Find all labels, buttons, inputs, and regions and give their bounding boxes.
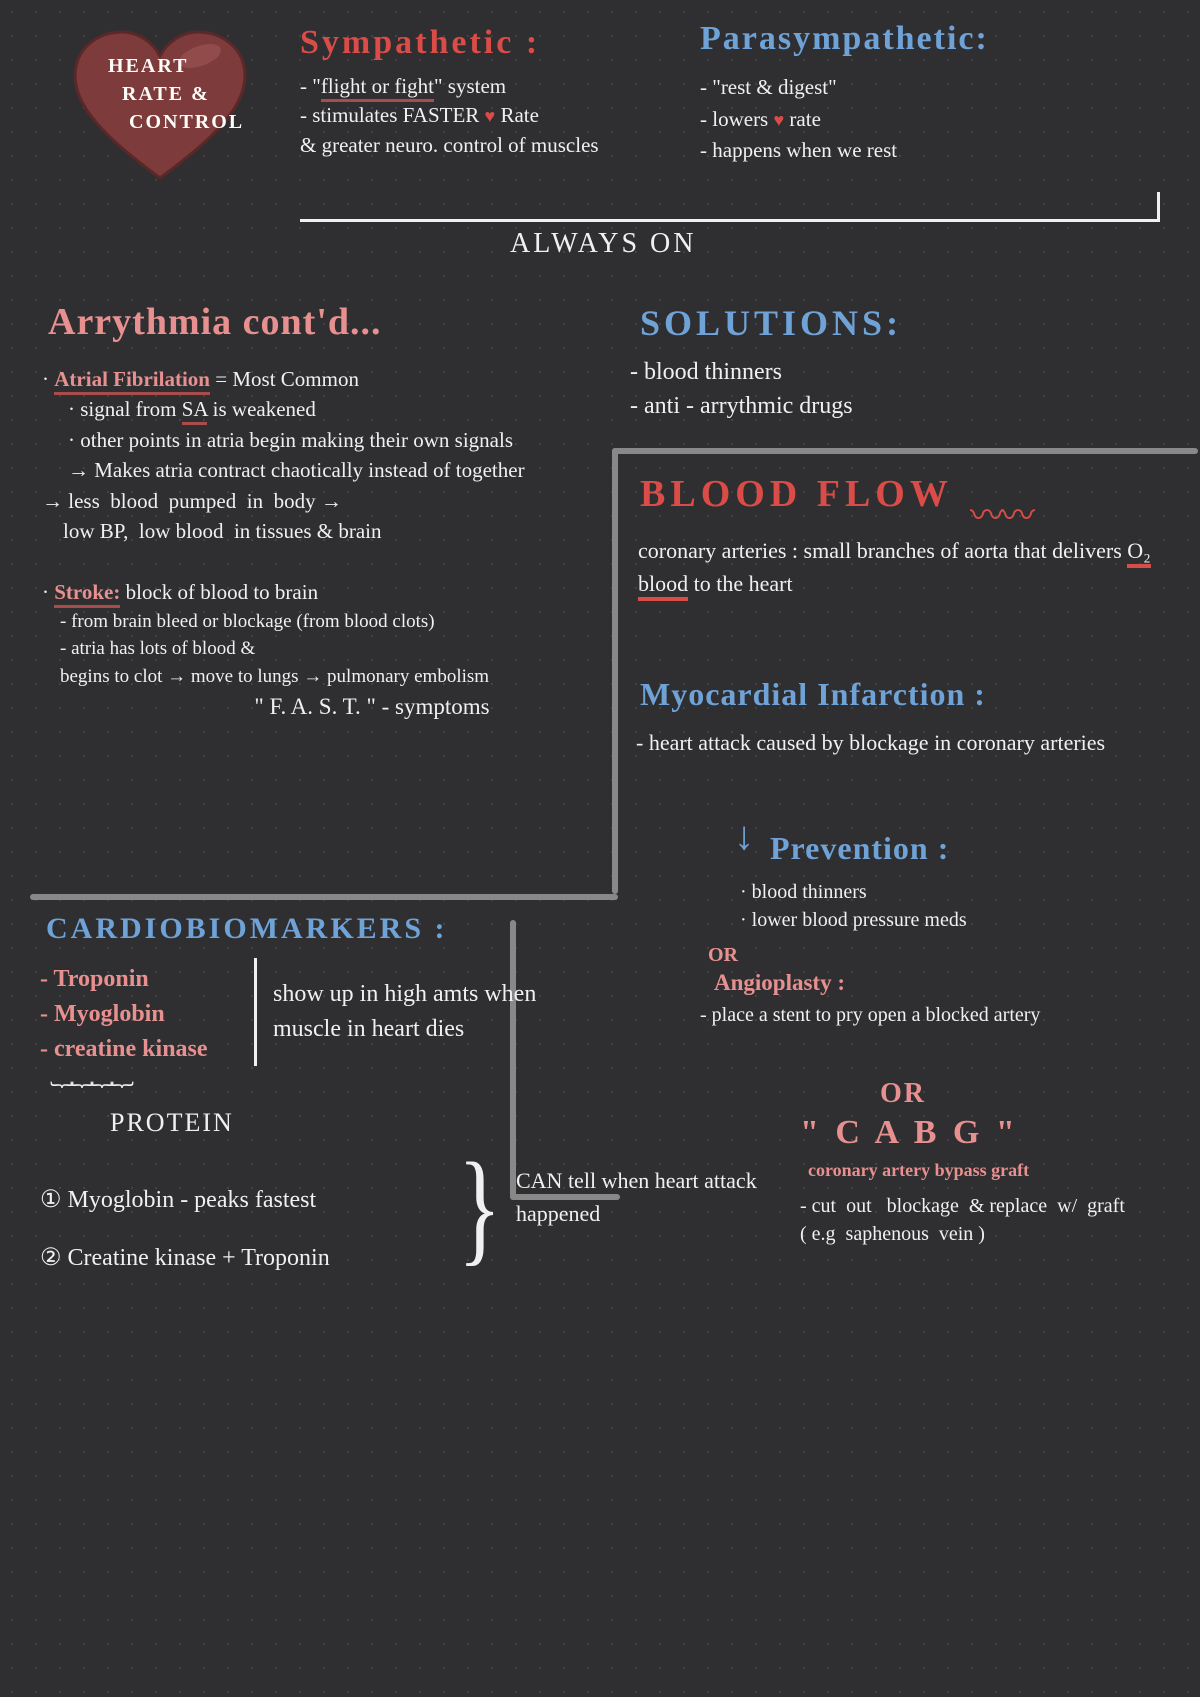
biomarker-bracket-note: show up in high amts when muscle in hear… bbox=[254, 958, 584, 1066]
heart-icon: ♥ bbox=[485, 106, 496, 126]
bloodflow-body: coronary arteries : small branches of ao… bbox=[638, 534, 1178, 600]
or-label: OR bbox=[708, 944, 738, 967]
squiggle-decoration: 〰〰 bbox=[970, 488, 1032, 537]
or-label: OR bbox=[880, 1078, 926, 1110]
angioplasty-body: - place a stent to pry open a blocked ar… bbox=[700, 1002, 1170, 1029]
prevention-body: · blood thinners · lower blood pressure … bbox=[740, 878, 1180, 934]
cabg-body: - cut out blockage & replace w/ graft ( … bbox=[800, 1192, 1170, 1248]
sympathetic-heading: Sympathetic : bbox=[300, 24, 540, 62]
solutions-heading: SOLUTIONS: bbox=[640, 302, 902, 344]
bracket-line bbox=[300, 192, 1160, 222]
heart-title: HEART RATE & CONTROL bbox=[108, 52, 244, 136]
prevention-heading: Prevention : bbox=[770, 830, 949, 867]
biomarker-list: - Troponin - Myoglobin - creatine kinase bbox=[40, 962, 208, 1066]
divider bbox=[510, 894, 618, 900]
cabg-subheading: coronary artery bypass graft bbox=[808, 1160, 1029, 1181]
divider bbox=[612, 448, 618, 894]
down-arrow-icon: ↓ bbox=[734, 812, 754, 859]
curly-brace-icon: } bbox=[458, 1135, 501, 1279]
sympathetic-body: - "flight or fight" system - stimulates … bbox=[300, 72, 650, 160]
angioplasty-heading: Angioplasty : bbox=[714, 970, 845, 996]
divider bbox=[612, 448, 1198, 454]
protein-label: PROTEIN bbox=[110, 1108, 234, 1138]
solutions-body: - blood thinners - anti - arrythmic drug… bbox=[630, 356, 853, 423]
curly-brace: ︸︸︸︸ bbox=[50, 1074, 130, 1109]
heart-icon: ♥ bbox=[773, 110, 784, 130]
parasympathetic-body: - "rest & digest" - lowers ♥ rate - happ… bbox=[700, 72, 1120, 167]
biomarkers-heading: CARDIOBIOMARKERS : bbox=[46, 912, 448, 946]
parasympathetic-heading: Parasympathetic: bbox=[700, 20, 989, 58]
mi-body: - heart attack caused by blockage in cor… bbox=[636, 726, 1196, 759]
bloodflow-heading: BLOOD FLOW bbox=[640, 472, 953, 516]
always-on-label: ALWAYS ON bbox=[510, 228, 696, 260]
arrythmia-heading: Arrythmia cont'd... bbox=[48, 300, 382, 344]
biomarker-timing: ① Myoglobin - peaks fastest ② Creatine k… bbox=[40, 1172, 330, 1287]
arrythmia-body: · Atrial Fibrilation = Most Common · sig… bbox=[42, 364, 602, 723]
timing-note: CAN tell when heart attack happened bbox=[516, 1164, 776, 1230]
cabg-heading: " C A B G " bbox=[800, 1114, 1019, 1152]
mi-heading: Myocardial Infarction : bbox=[640, 676, 986, 713]
